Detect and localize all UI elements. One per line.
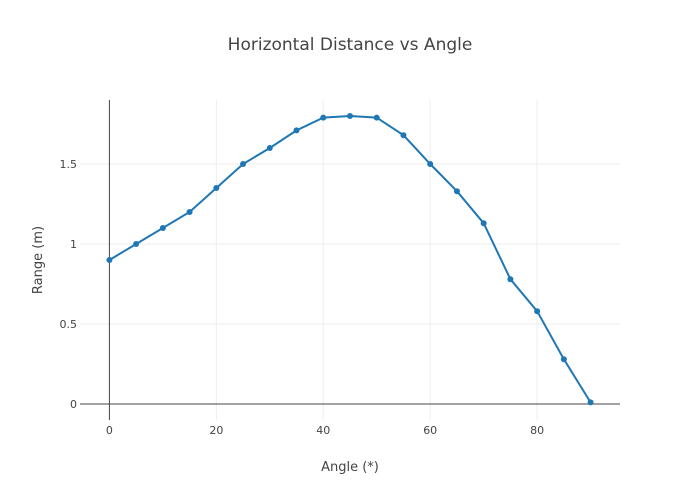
tick-labels: 0 20 40 60 80 0 0.5 1 1.5: [60, 158, 545, 437]
data-point: [480, 220, 487, 227]
y-tick-label: 0.5: [60, 318, 78, 331]
x-tick-label: 20: [209, 424, 223, 437]
grid: [80, 100, 620, 420]
data-point: [106, 257, 113, 263]
data-point: [400, 132, 407, 139]
x-tick-label: 0: [106, 424, 113, 437]
data-point: [186, 209, 193, 215]
axes: [80, 100, 620, 420]
data-point: [240, 161, 247, 167]
x-axis-label: Angle (*): [321, 460, 379, 475]
x-tick-label: 60: [423, 424, 437, 437]
data-point: [373, 114, 380, 121]
x-tick-label: 40: [316, 424, 330, 437]
x-tick-label: 80: [530, 424, 544, 437]
data-point: [266, 145, 273, 151]
data-point: [293, 127, 300, 134]
data-point: [587, 399, 594, 406]
data-point: [534, 308, 541, 315]
y-tick-label: 0: [70, 398, 77, 411]
data-point: [427, 161, 434, 167]
y-tick-label: 1: [70, 238, 77, 251]
series: [106, 113, 594, 406]
data-point: [159, 225, 166, 231]
data-point: [453, 188, 460, 195]
data-point: [213, 185, 220, 191]
data-point: [320, 114, 327, 121]
data-point: [507, 276, 514, 283]
data-point: [347, 113, 353, 119]
y-axis-label: Range (m): [31, 226, 46, 294]
data-point: [560, 356, 567, 363]
chart-title: Horizontal Distance vs Angle: [228, 35, 473, 55]
series-line: [108, 114, 592, 403]
y-tick-label: 1.5: [60, 158, 78, 171]
data-point: [133, 241, 140, 247]
